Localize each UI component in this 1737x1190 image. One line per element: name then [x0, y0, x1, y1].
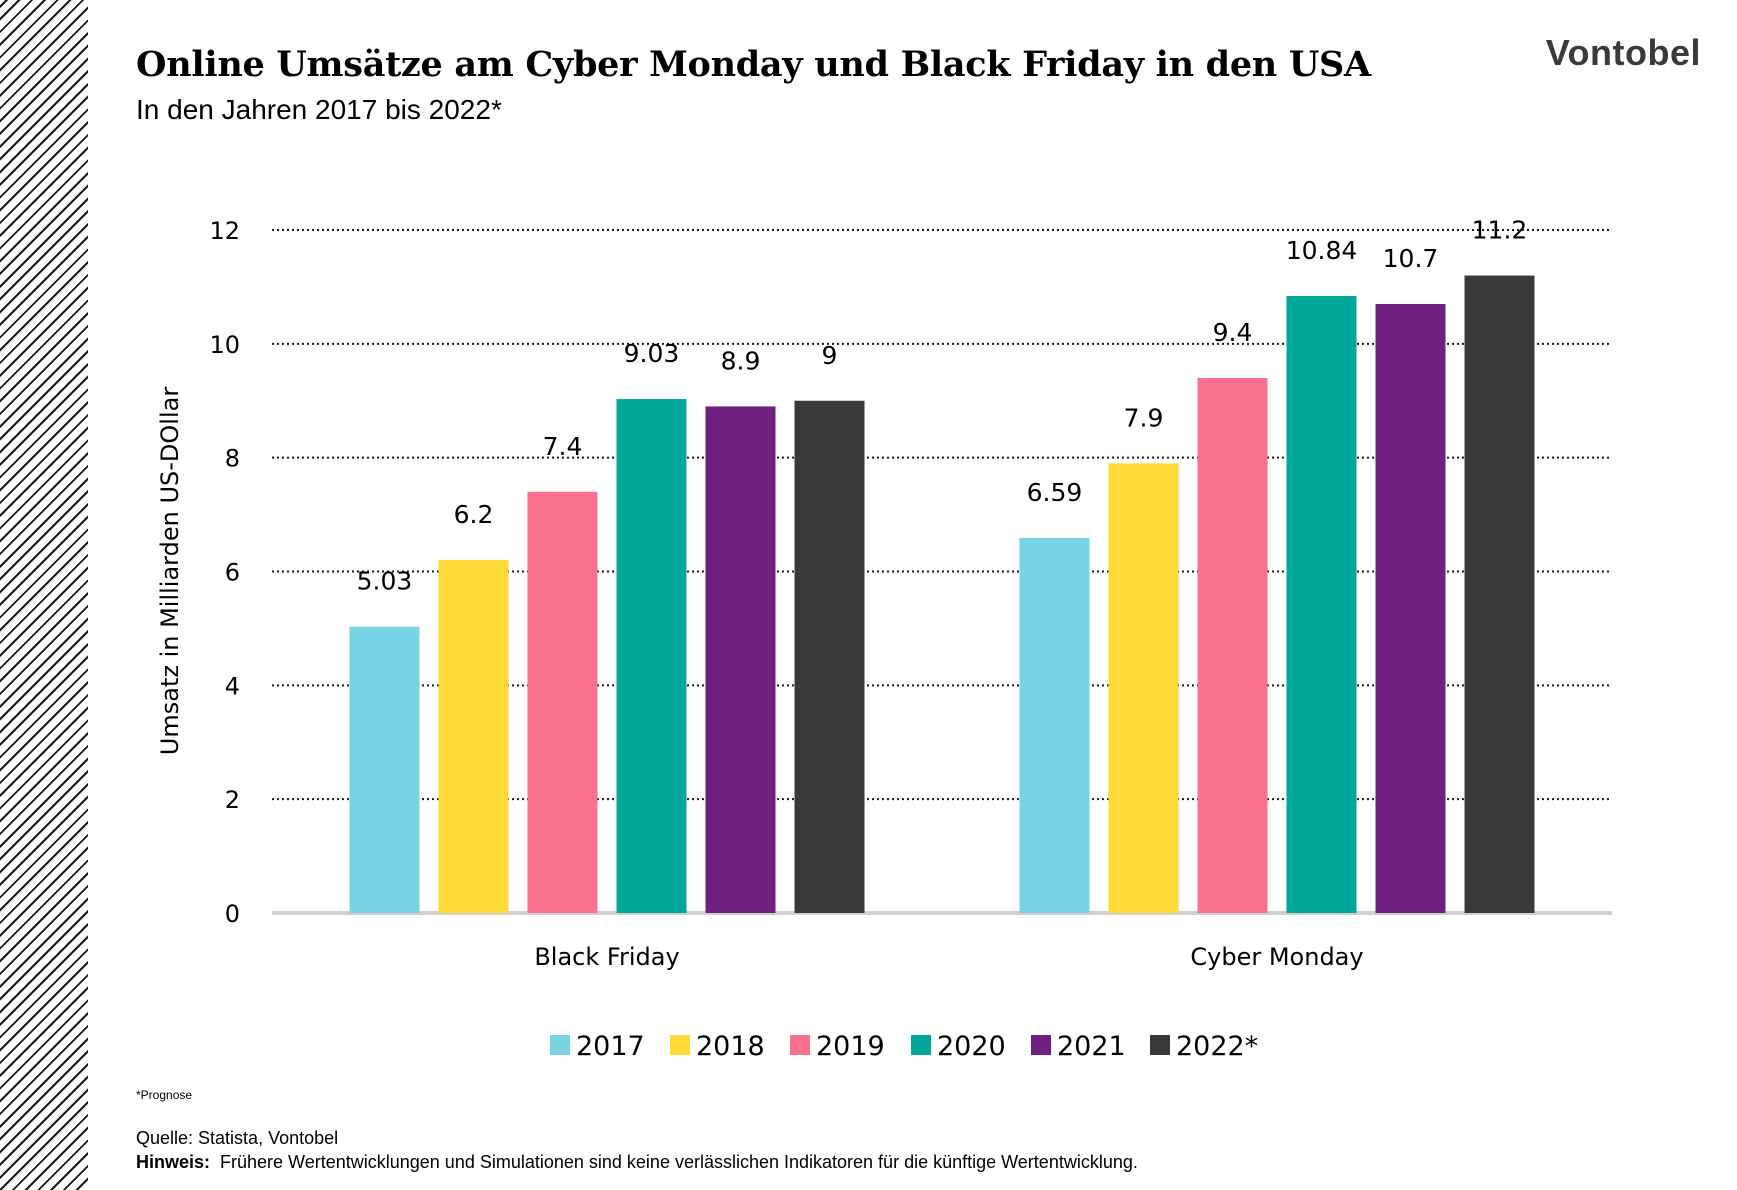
disclaimer-text: Frühere Wertentwicklungen und Simulation…	[220, 1152, 1138, 1172]
bar	[1019, 537, 1090, 913]
disclaimer-label: Hinweis:	[136, 1152, 211, 1172]
y-tick-label: 0	[225, 900, 240, 928]
y-axis-title: Umsatz in Milliarden US-DOllar	[156, 387, 184, 756]
chart-subtitle: In den Jahren 2017 bis 2022*	[136, 94, 502, 125]
data-label: 9.4	[1213, 318, 1253, 347]
data-label: 9	[822, 341, 838, 370]
legend-label: 2017	[576, 1031, 645, 1062]
legend-label: 2018	[696, 1031, 765, 1062]
disclaimer-note: Hinweis: Frühere Wertentwicklungen und S…	[136, 1152, 1138, 1173]
data-label: 6.2	[454, 500, 494, 529]
source-note: Quelle: Statista, Vontobel	[136, 1128, 339, 1148]
legend-swatch	[670, 1035, 690, 1055]
bar	[1375, 303, 1446, 913]
legend-swatch	[1150, 1035, 1170, 1055]
bar	[1197, 377, 1268, 913]
bar-chart: 0 2 4 6 8 10 12 Umsatz in Milliarden US-DOllar 5…	[156, 216, 1612, 1062]
y-tick-label: 4	[225, 672, 240, 700]
bar	[616, 399, 687, 914]
footnote: *Prognose	[136, 1088, 193, 1102]
bar	[705, 406, 776, 913]
y-tick-label: 8	[225, 445, 240, 473]
y-tick-label: 6	[225, 559, 240, 587]
bar	[438, 560, 509, 913]
category-label: Cyber Monday	[1190, 943, 1363, 971]
data-label: 10.7	[1383, 244, 1439, 273]
data-label: 8.9	[721, 346, 761, 375]
data-label: 6.59	[1027, 478, 1083, 507]
data-label: 7.4	[543, 432, 583, 461]
legend-label: 2021	[1057, 1031, 1126, 1062]
bar	[527, 491, 598, 913]
legend-label: 2022*	[1176, 1031, 1258, 1062]
bar	[1464, 275, 1535, 913]
bar	[794, 400, 865, 913]
bar	[1286, 296, 1357, 914]
legend-swatch	[911, 1035, 931, 1055]
category-label: Black Friday	[534, 943, 679, 971]
legend-swatch	[550, 1035, 570, 1055]
hatched-side-strip	[0, 0, 88, 1190]
chart-title: Online Umsätze am Cyber Monday und Black…	[136, 44, 1371, 85]
y-tick-label: 10	[209, 331, 240, 359]
y-tick-label: 2	[225, 786, 240, 814]
data-label: 9.03	[624, 339, 680, 368]
legend-swatch	[1031, 1035, 1051, 1055]
legend-label: 2020	[937, 1031, 1006, 1062]
data-label: 10.84	[1286, 236, 1358, 265]
data-label: 11.2	[1472, 216, 1528, 245]
data-label: 5.03	[357, 567, 413, 596]
y-tick-label: 12	[209, 217, 240, 245]
bar	[349, 626, 420, 913]
legend-label: 2019	[816, 1031, 885, 1062]
legend-swatch	[790, 1035, 810, 1055]
bar	[1108, 463, 1179, 913]
data-label: 7.9	[1124, 403, 1164, 432]
vontobel-logo: Vontobel	[1545, 32, 1701, 73]
